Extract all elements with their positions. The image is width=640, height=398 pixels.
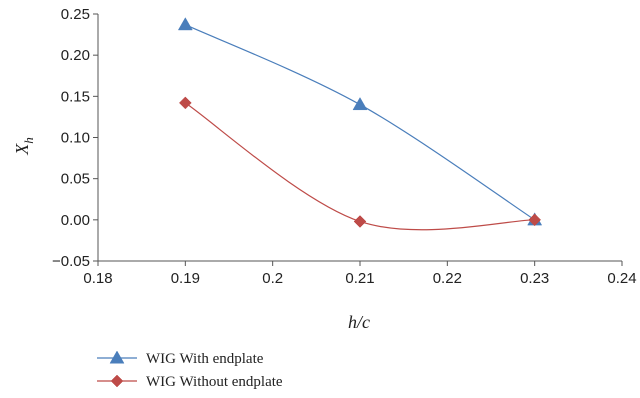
legend-label: WIG Without endplate [146,374,283,390]
legend-item: WIG Without endplate [97,374,283,390]
legend-marker [109,350,125,364]
svg-text:Xh: Xh [12,137,36,156]
data-point [177,17,193,31]
x-tick-labels: 0.18 0.19 0.2 0.21 0.22 0.23 0.24 [83,270,636,287]
x-tick-label: 0.24 [607,270,636,287]
legend: WIG With endplate WIG Without endplate [97,350,283,390]
series-layer [177,17,543,231]
y-tick-label: 0.15 [61,88,90,105]
x-tick-label: 0.22 [433,270,462,287]
y-tick-label: −0.05 [52,253,90,270]
y-tick-label: 0.05 [61,171,90,188]
x-tick-label: 0.18 [83,270,112,287]
x-tick-label: 0.23 [520,270,549,287]
x-axis-title: h/c [348,312,370,332]
y-axis-title-main: X [12,143,32,156]
series-line [185,24,535,221]
x-tick-label: 0.2 [262,270,283,287]
data-point [528,213,542,227]
series-2 [178,96,542,231]
y-axis-title-sub: h [21,137,36,144]
y-tick-label: 0.20 [61,47,90,64]
data-point [353,215,367,228]
y-tick-label: 0.10 [61,130,90,147]
x-tick-label: 0.21 [345,270,374,287]
y-tick-label: 0.25 [61,6,90,23]
chart-axes [93,13,623,266]
series-line [184,102,535,231]
data-point [178,96,192,110]
y-axis-title: Xh [12,137,36,156]
legend-label: WIG With endplate [146,351,264,367]
legend-marker [110,374,124,388]
x-tick-label: 0.19 [171,270,200,287]
data-point [352,97,368,111]
legend-item: WIG With endplate [97,350,264,367]
y-tick-labels: −0.05 0.00 0.05 0.10 0.15 0.20 0.25 [52,6,90,270]
series-1 [177,17,543,226]
y-tick-label: 0.00 [61,212,90,229]
